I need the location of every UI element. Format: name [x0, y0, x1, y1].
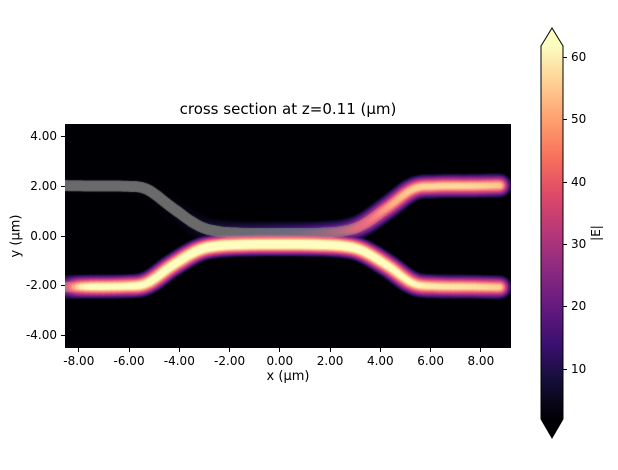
y-tick-mark: [61, 135, 65, 137]
y-tick-label: -4.00: [25, 328, 57, 343]
x-tick-label: 0.00: [266, 354, 294, 368]
x-tick-mark: [279, 348, 281, 352]
x-tick-mark: [128, 348, 130, 352]
x-tick-label: 8.00: [467, 354, 495, 368]
chart-title: cross section at z=0.11 (µm): [179, 100, 397, 118]
plot-area: [65, 124, 511, 348]
y-tick-mark: [61, 285, 65, 287]
x-tick-label: -8.00: [63, 354, 95, 368]
colorbar-tick-label: 20: [571, 299, 587, 314]
y-tick-label: 0.00: [30, 228, 57, 243]
colorbar-tick-label: 10: [571, 361, 587, 376]
heatmap-canvas: [65, 124, 511, 348]
x-tick-label: 2.00: [316, 354, 344, 368]
x-tick-label: -6.00: [113, 354, 145, 368]
x-tick-label: -2.00: [214, 354, 246, 368]
colorbar-tick-mark: [563, 368, 567, 370]
x-tick-mark: [178, 348, 180, 352]
x-axis-label: x (µm): [266, 369, 310, 384]
x-tick-label: -4.00: [163, 354, 195, 368]
colorbar-tick-mark: [563, 243, 567, 245]
x-tick-mark: [329, 348, 331, 352]
x-tick-mark: [78, 348, 80, 352]
colorbar-tick-label: 40: [571, 174, 587, 189]
x-tick-mark: [379, 348, 381, 352]
x-tick-mark: [480, 348, 482, 352]
colorbar-tick-label: 30: [571, 236, 587, 251]
colorbar-tick-label: 50: [571, 112, 587, 127]
colorbar-tick-label: 60: [571, 49, 587, 64]
y-tick-label: 2.00: [30, 178, 57, 193]
y-tick-label: -2.00: [25, 278, 57, 293]
colorbar-tick-mark: [563, 181, 567, 183]
y-tick-mark: [61, 335, 65, 337]
colorbar-tick-mark: [563, 56, 567, 58]
x-tick-mark: [229, 348, 231, 352]
colorbar-gradient-bar: [540, 27, 564, 439]
x-tick-label: 6.00: [417, 354, 444, 368]
x-tick-mark: [430, 348, 432, 352]
y-tick-mark: [61, 235, 65, 237]
colorbar-label: |E|: [589, 225, 603, 241]
x-tick-label: 4.00: [366, 354, 394, 368]
colorbar-tick-mark: [563, 306, 567, 308]
colorbar: [540, 27, 564, 439]
colorbar-tick-mark: [563, 119, 567, 121]
y-tick-label: 4.00: [30, 128, 57, 143]
y-tick-mark: [61, 185, 65, 187]
